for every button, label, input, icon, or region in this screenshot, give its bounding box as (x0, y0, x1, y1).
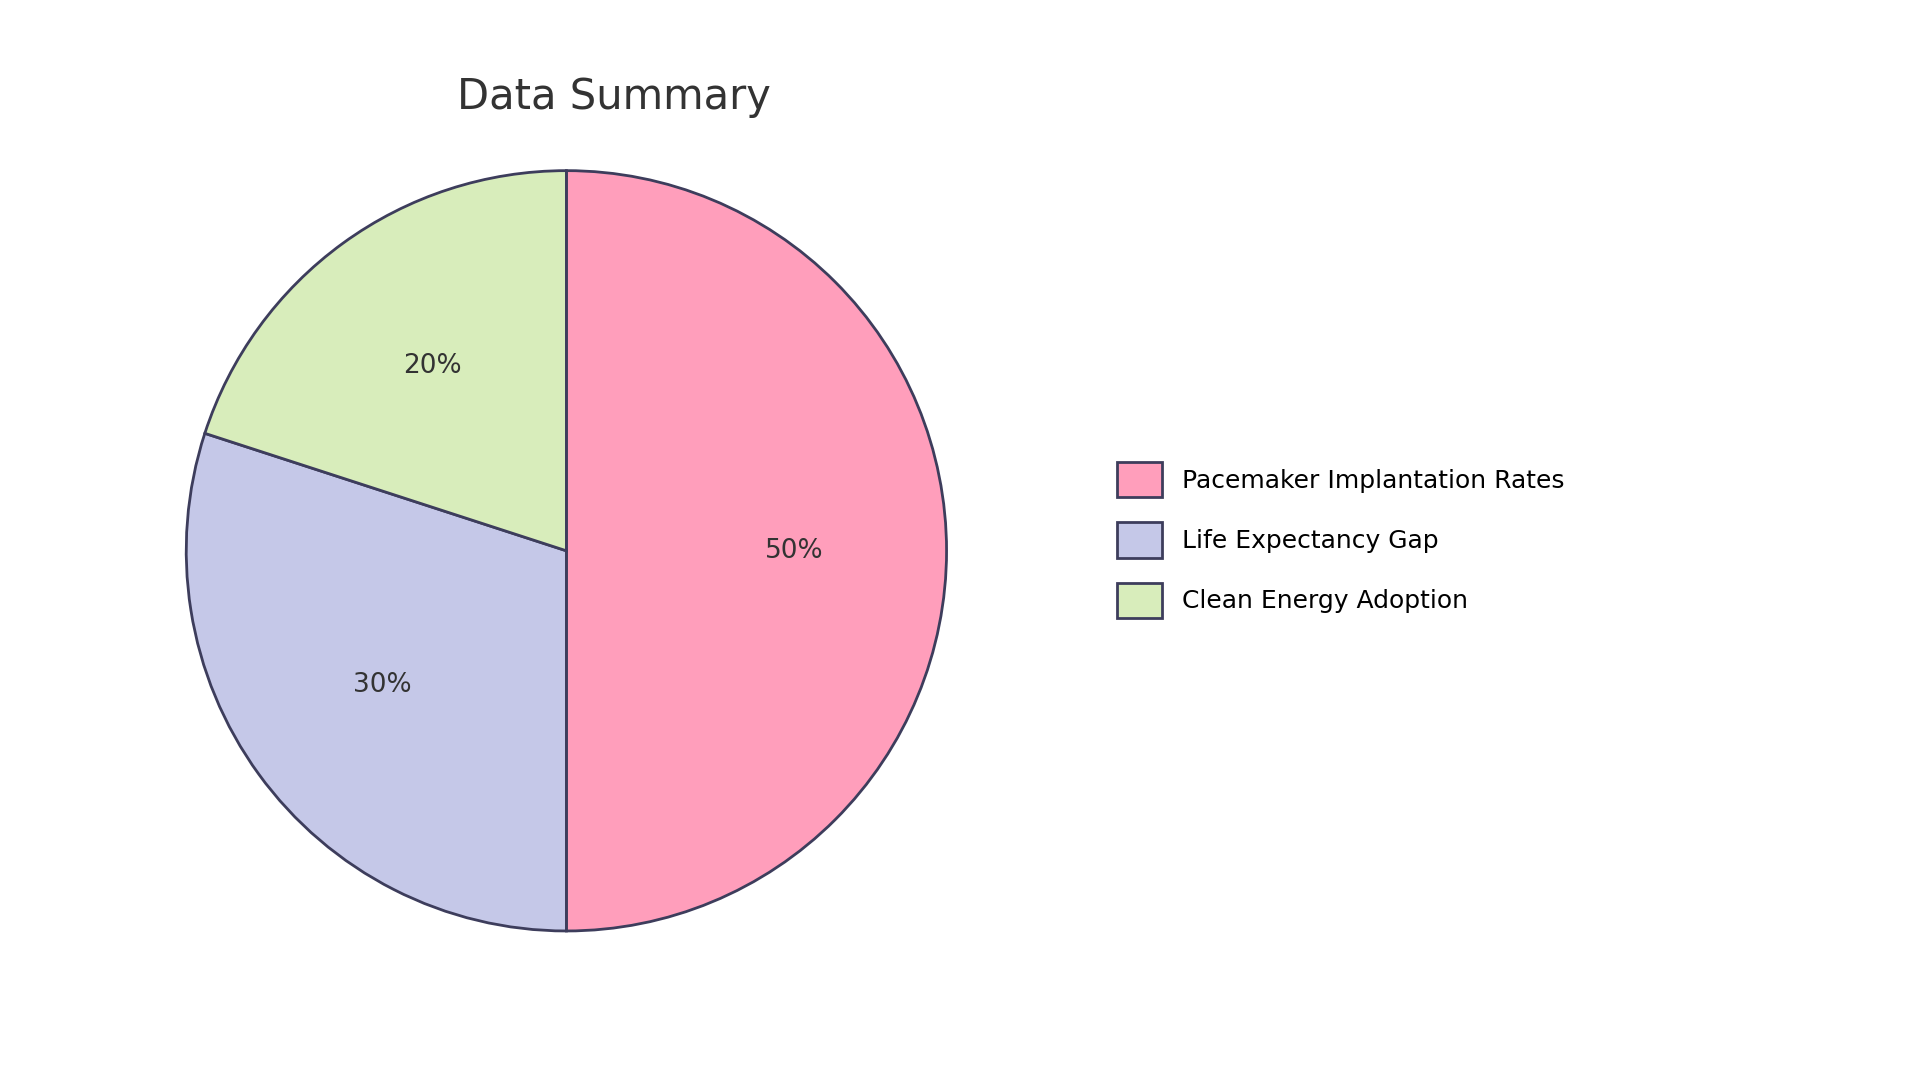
Text: 50%: 50% (766, 538, 824, 564)
Text: Data Summary: Data Summary (457, 76, 772, 118)
Wedge shape (186, 433, 566, 931)
Wedge shape (566, 171, 947, 931)
Wedge shape (205, 171, 566, 551)
Legend: Pacemaker Implantation Rates, Life Expectancy Gap, Clean Energy Adoption: Pacemaker Implantation Rates, Life Expec… (1108, 451, 1574, 629)
Text: 20%: 20% (403, 353, 461, 379)
Text: 30%: 30% (353, 672, 411, 698)
